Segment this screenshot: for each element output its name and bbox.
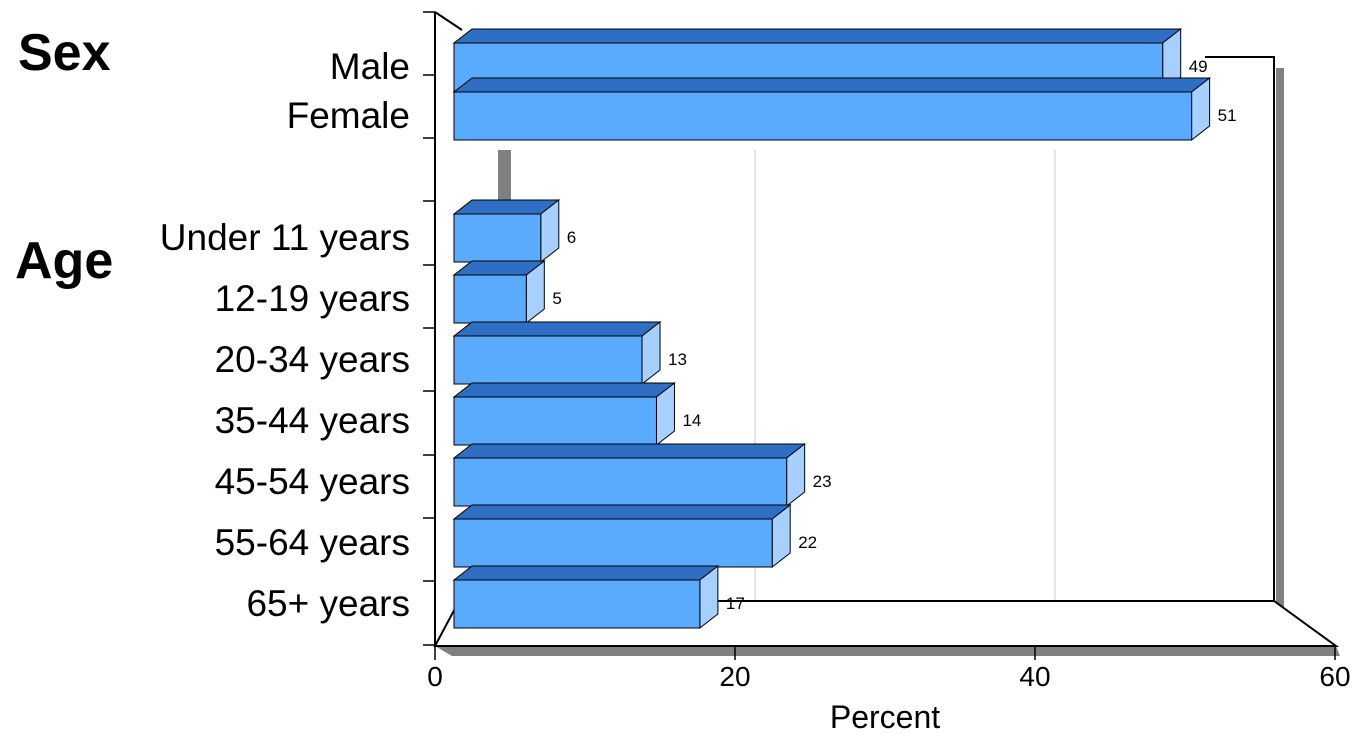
bar-front-35-44-years bbox=[453, 396, 657, 446]
x-tick-label-20: 20 bbox=[719, 661, 750, 692]
bar-front-55-64-years bbox=[453, 518, 773, 568]
bar-front-65-years bbox=[453, 579, 701, 629]
data-label-55-64-years: 22 bbox=[798, 533, 817, 552]
category-label-under-11-years: Under 11 years bbox=[160, 217, 410, 258]
category-label-35-44-years: 35-44 years bbox=[215, 400, 410, 441]
data-label-20-34-years: 13 bbox=[668, 350, 687, 369]
category-label-45-54-years: 45-54 years bbox=[215, 461, 410, 502]
data-label-male: 49 bbox=[1189, 57, 1208, 76]
category-label-female: Female bbox=[287, 95, 410, 136]
bar-65-years bbox=[452, 564, 720, 630]
bar-top-65-years bbox=[452, 565, 720, 581]
bar-front-20-34-years bbox=[453, 335, 643, 385]
data-label-35-44-years: 14 bbox=[682, 411, 701, 430]
bar-top-male bbox=[452, 28, 1183, 44]
category-label-55-64-years: 55-64 years bbox=[215, 522, 410, 563]
bar-35-44-years bbox=[452, 381, 676, 447]
bar-front-12-19-years bbox=[453, 274, 527, 324]
bar-front-under-11-years bbox=[453, 213, 542, 263]
group-label-sex: Sex bbox=[18, 24, 111, 82]
bar-top-35-44-years bbox=[452, 382, 676, 398]
x-axis-label: Percent bbox=[830, 699, 940, 734]
bars bbox=[452, 27, 1212, 630]
category-label-12-19-years: 12-19 years bbox=[215, 278, 410, 319]
bar-female bbox=[452, 76, 1212, 142]
data-label-12-19-years: 5 bbox=[552, 289, 561, 308]
data-label-45-54-years: 23 bbox=[813, 472, 832, 491]
top-depth-edge bbox=[434, 11, 463, 31]
category-label-20-34-years: 20-34 years bbox=[215, 339, 410, 380]
bar-under-11-years bbox=[452, 198, 561, 264]
bar-20-34-years bbox=[452, 320, 662, 386]
bar-top-55-64-years bbox=[452, 504, 792, 520]
bar-12-19-years bbox=[452, 259, 546, 325]
gridlines bbox=[734, 150, 1056, 647]
labels: 49 51 6 5 13 14 23 22 17 0 20 40 60 Percent Male Female… bbox=[15, 24, 1351, 734]
category-label-male: Male bbox=[330, 46, 410, 87]
bar-55-64-years bbox=[452, 503, 792, 569]
group-label-age: Age bbox=[15, 232, 113, 290]
bar-top-female bbox=[452, 77, 1212, 93]
category-label-65-years: 65+ years bbox=[246, 583, 410, 624]
bar-front-45-54-years bbox=[453, 457, 788, 507]
data-label-female: 51 bbox=[1218, 106, 1237, 125]
data-label-under-11-years: 6 bbox=[567, 228, 576, 247]
bar-front-female bbox=[453, 91, 1193, 141]
axes bbox=[423, 11, 1336, 660]
x-tick-label-40: 40 bbox=[1019, 661, 1050, 692]
bar-top-20-34-years bbox=[452, 321, 662, 337]
x-tick-label-60: 60 bbox=[1319, 661, 1350, 692]
data-label-65-years: 17 bbox=[726, 594, 745, 613]
x-tick-label-0: 0 bbox=[427, 661, 443, 692]
bar-45-54-years bbox=[452, 442, 807, 508]
right-wall-shadow bbox=[1276, 68, 1284, 613]
bar-top-45-54-years bbox=[452, 443, 807, 459]
